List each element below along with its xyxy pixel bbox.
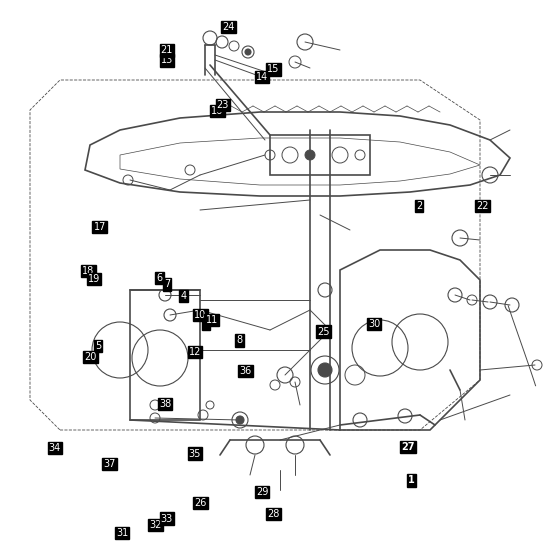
Text: 8: 8 xyxy=(237,335,242,346)
Text: 16: 16 xyxy=(211,106,223,116)
Text: 28: 28 xyxy=(267,509,279,519)
Text: 7: 7 xyxy=(164,279,170,290)
Text: 24: 24 xyxy=(222,22,235,32)
Circle shape xyxy=(318,363,332,377)
Text: 11: 11 xyxy=(206,315,218,325)
Text: 15: 15 xyxy=(267,64,279,74)
Text: 32: 32 xyxy=(150,520,162,530)
Text: 17: 17 xyxy=(94,222,106,232)
Text: 35: 35 xyxy=(189,449,201,459)
Text: 37: 37 xyxy=(103,459,115,469)
Text: 1: 1 xyxy=(408,475,415,486)
Text: 13: 13 xyxy=(161,55,173,66)
Text: 12: 12 xyxy=(189,347,201,357)
Text: 14: 14 xyxy=(256,72,268,82)
Text: 29: 29 xyxy=(256,487,268,497)
Text: 20: 20 xyxy=(85,352,97,362)
Text: 9: 9 xyxy=(203,319,209,329)
Text: 21: 21 xyxy=(161,45,173,55)
Text: 6: 6 xyxy=(157,273,162,283)
Text: 34: 34 xyxy=(49,443,61,453)
Text: 33: 33 xyxy=(161,514,173,524)
Text: 19: 19 xyxy=(88,274,100,284)
Text: 22: 22 xyxy=(477,201,489,211)
Text: 5: 5 xyxy=(95,341,101,351)
Text: 36: 36 xyxy=(239,366,251,376)
Text: 23: 23 xyxy=(217,100,229,110)
Text: 26: 26 xyxy=(194,498,207,508)
Text: 2: 2 xyxy=(416,201,422,211)
Text: 27: 27 xyxy=(401,442,414,452)
Text: 38: 38 xyxy=(159,399,171,409)
Circle shape xyxy=(305,150,315,160)
Text: 30: 30 xyxy=(368,319,380,329)
Text: 4: 4 xyxy=(181,291,186,301)
Text: 10: 10 xyxy=(194,310,207,320)
Circle shape xyxy=(236,416,244,424)
Text: 25: 25 xyxy=(318,326,330,337)
Text: 18: 18 xyxy=(82,266,95,276)
Text: 31: 31 xyxy=(116,528,128,538)
Circle shape xyxy=(245,49,251,55)
